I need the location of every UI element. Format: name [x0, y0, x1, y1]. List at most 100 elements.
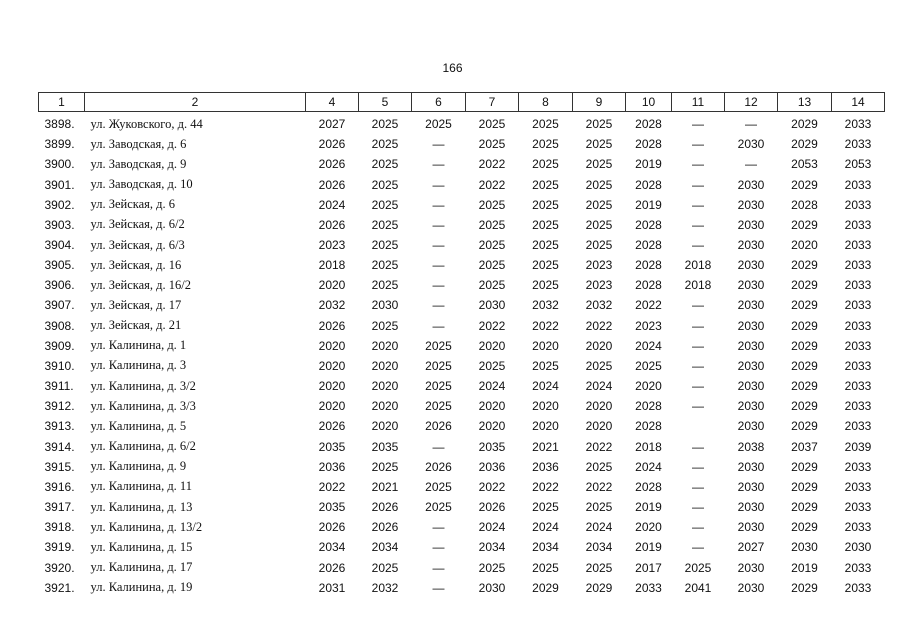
table-cell: —	[692, 137, 704, 152]
table-cell: 2026	[318, 217, 346, 232]
table-cell: 2028	[635, 117, 662, 132]
table-cell: 2034	[318, 540, 346, 555]
table-cell: —	[692, 358, 704, 373]
table-cell: 2025	[371, 197, 399, 212]
table-cell: 2025	[478, 217, 506, 232]
table-cell: 2025	[532, 358, 559, 373]
table-cell: 2033	[844, 238, 872, 253]
table-row: 3909. ул. Калинина, д. 1 2020 2020 2025 2020 2…	[39, 336, 885, 356]
table-cell: 2024	[478, 520, 506, 535]
table-cell: 2025	[585, 177, 613, 192]
table-cell: 2025	[585, 157, 613, 172]
table-cell: 3899.	[44, 137, 75, 152]
table-cell: —	[432, 298, 445, 313]
table-body: 3898. ул. Жуковского, д. 44 2027 2025 2025 20…	[39, 112, 885, 598]
table-cell: 2033	[844, 520, 872, 535]
table-cell: 2035	[371, 439, 399, 454]
table-cell: 2033	[844, 197, 872, 212]
table-cell: 2018	[684, 278, 712, 293]
table-cell: 2030	[737, 580, 765, 595]
table-cell: 2030	[371, 298, 399, 313]
table-cell: 2035	[318, 439, 346, 454]
table-cell: 2041	[684, 580, 712, 595]
table-cell: 2025	[585, 197, 613, 212]
table-header: 1 2 4 5 6 7 8 9 10 11 12 13 14	[38, 92, 885, 112]
table-cell: 2027	[318, 117, 346, 132]
table-cell: 2028	[635, 278, 662, 293]
table-cell: 2030	[737, 560, 765, 575]
table-cell: 2025	[371, 137, 399, 152]
table-cell: —	[692, 439, 704, 454]
table-cell: 2022	[585, 479, 613, 494]
table-cell: 2029	[791, 298, 818, 313]
table-cell: 2035	[318, 500, 346, 515]
table-cell: 2030	[737, 500, 765, 515]
table-cell: —	[432, 137, 445, 152]
table-cell: 2020	[371, 419, 399, 434]
table-cell: —	[745, 117, 757, 132]
table-cell: 2025	[478, 258, 506, 273]
table-cell: 2029	[791, 117, 818, 132]
table-row: 3907. ул. Зейская, д. 17 2032 2030 — 2030 2032…	[39, 295, 885, 315]
table-cell: 2022	[635, 298, 662, 313]
table-cell: —	[432, 439, 445, 454]
table-cell: ул. Калинина, д. 19	[90, 580, 193, 595]
table-cell: 2020	[532, 399, 559, 414]
table-row: 3920. ул. Калинина, д. 17 2026 2025 — 2025 202…	[39, 557, 885, 577]
table-cell: 2025	[371, 258, 399, 273]
table-cell: 2026	[425, 459, 452, 474]
table-cell: 2026	[371, 520, 399, 535]
table-cell: ул. Калинина, д. 3	[90, 358, 187, 373]
table-cell: 2030	[737, 459, 765, 474]
table-cell: 2030	[737, 318, 765, 333]
table-row: 3916. ул. Калинина, д. 11 2022 2021 2025 2022…	[39, 477, 885, 497]
table-cell: 2025	[425, 399, 452, 414]
table-cell: 2025	[425, 379, 452, 394]
table-cell: ул. Калинина, д. 13/2	[90, 519, 203, 534]
table-cell: 3902.	[44, 197, 75, 212]
table-cell: 2030	[737, 520, 765, 535]
table-cell: ул. Калинина, д. 11	[90, 479, 192, 494]
table-cell: 2033	[844, 177, 872, 192]
table-row: 3904. ул. Зейская, д. 6/3 2023 2025 — 2025 202…	[39, 235, 885, 255]
table-cell: 2030	[737, 479, 765, 494]
table-cell: 2020	[635, 379, 662, 394]
table-cell: —	[432, 238, 445, 253]
table-row: 3906. ул. Зейская, д. 16/2 2020 2025 — 2025 20…	[39, 275, 885, 295]
table-cell: ул. Зейская, д. 16	[90, 257, 182, 272]
table-cell: 2036	[478, 459, 506, 474]
table-cell: 2033	[844, 399, 872, 414]
table-cell: 3905.	[44, 258, 75, 273]
table-cell: 2019	[791, 560, 818, 575]
table-cell: 2025	[585, 137, 613, 152]
table-cell: 2020	[318, 399, 346, 414]
table-cell: 2020	[318, 338, 346, 353]
table-cell: 2033	[844, 137, 872, 152]
table-cell: —	[692, 117, 704, 132]
table-cell: 2019	[635, 157, 662, 172]
table-cell: 2025	[371, 157, 399, 172]
header-cell: 1	[38, 92, 85, 112]
table-row: 3910. ул. Калинина, д. 3 2020 2020 2025 2025 2…	[39, 356, 885, 376]
table-cell: 2033	[844, 419, 872, 434]
table-cell: ул. Зейская, д. 16/2	[90, 277, 192, 292]
table-cell: 3910.	[44, 358, 75, 373]
table-cell: 2025	[532, 500, 559, 515]
table-cell: —	[432, 157, 445, 172]
table-cell: 2030	[737, 419, 765, 434]
table-row: 3914. ул. Калинина, д. 6/2 2035 2035 — 2035 20…	[39, 437, 885, 457]
table-cell: 2030	[737, 379, 765, 394]
header-cell: 9	[572, 92, 626, 112]
table-cell: 2023	[318, 238, 346, 253]
table-cell: 2025	[585, 459, 613, 474]
table-cell: 2025	[371, 238, 399, 253]
empty-cell	[672, 416, 725, 436]
table-cell: —	[432, 540, 445, 555]
table-row: 3903. ул. Зейская, д. 6/2 2026 2025 — 2025 202…	[39, 215, 885, 235]
table-cell: ул. Калинина, д. 3/3	[90, 398, 196, 413]
table-cell: 2028	[791, 197, 818, 212]
table-cell: 2025	[532, 137, 559, 152]
table-cell: 3921.	[44, 580, 75, 595]
table-cell: 2029	[791, 580, 818, 595]
table-cell: 2032	[532, 298, 559, 313]
